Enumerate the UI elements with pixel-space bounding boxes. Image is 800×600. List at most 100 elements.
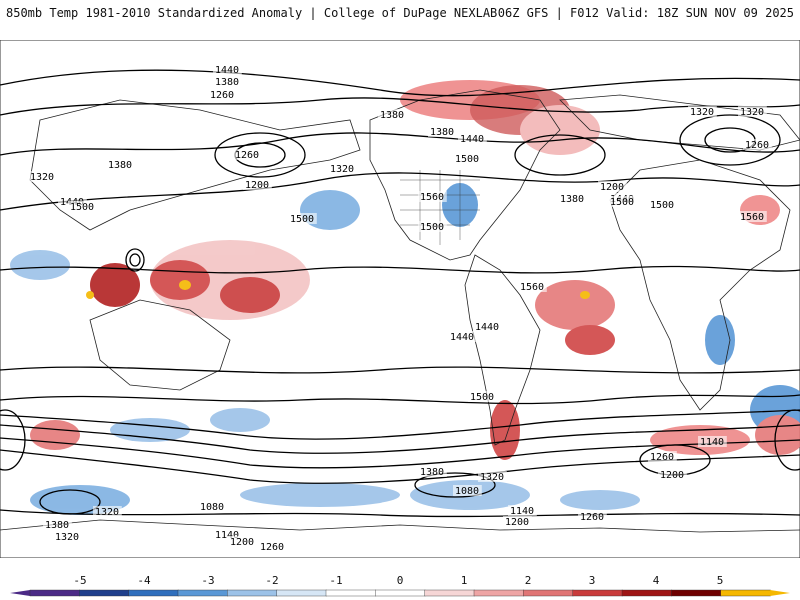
colorbar-swatch [671,589,722,597]
contour-label: 1320 [95,507,119,518]
contour-label-bg [698,436,727,447]
contour-label: 1560 [740,212,764,223]
contour-label-bg [328,163,357,174]
contour-label-bg [473,321,502,332]
contour-label: 1200 [600,182,624,193]
contour-label: 1260 [745,140,769,151]
colorbar-swatch [424,589,475,597]
continent-outlines [0,89,800,533]
colorbar-swatch [375,589,426,597]
contour-label: 1440 [460,134,484,145]
colorbar-tick-label: -5 [73,574,86,587]
colorbar-swatch [79,589,130,597]
contour-label: 1560 [520,282,544,293]
colorbar-tick-label: 4 [653,574,660,587]
contour-label-bg [468,391,497,402]
contour-label: 1500 [420,222,444,233]
colorbar: -5 -4 -3 -2 -1 0 1 2 3 4 5 [10,574,790,597]
contour-label-bg [213,529,242,540]
colorbar-swatch [325,589,377,597]
colorbar-tick-label: 3 [589,574,596,587]
contour-label-bg [213,76,242,87]
colorbar-tick-label: -3 [201,574,214,587]
contour-label-bg [213,64,242,75]
contour-label-bg [418,466,447,477]
colorbar-tick-label: 5 [717,574,724,587]
contour-label: 1440 [475,322,499,333]
colorbar-tick-label: -4 [137,574,151,587]
contour-label: 1500 [70,202,94,213]
contour-label: 1200 [505,517,529,528]
contour-label: 1200 [245,180,269,191]
model-run-info: 06Z GFS | F012 Valid: 18Z SUN NOV 09 202… [497,6,794,20]
colorbar-swatch [621,589,673,597]
contour-label: 1320 [690,107,714,118]
contour-label-bg [578,511,607,522]
contour-label-bg [378,109,407,120]
contour-label-bg [198,501,227,512]
contour-label: 1200 [230,537,254,548]
colorbar-tick-label: -1 [329,574,342,587]
colorbar-swatch [29,589,81,597]
contour-label: 1500 [470,392,494,403]
world-map: 1440138012601380132013801260120013201440… [0,40,800,558]
contour-label-bg [598,181,627,192]
contour-label: 1560 [420,192,444,203]
contour-label-bg [243,179,272,190]
contour-label: 1440 [450,332,474,343]
contour-label-bg [448,331,477,342]
contour-label-bg [608,196,637,207]
contour-label-bg [743,139,772,150]
contour-label: 1440 [215,65,239,76]
colorbar-swatch [227,589,278,597]
contour-label: 1260 [210,90,234,101]
contour-label: 1140 [510,506,534,517]
colorbar-swatch [720,589,771,597]
contour-label-bg [478,471,507,482]
colorbar-max-arrow [770,590,790,596]
contour-label-bg [93,506,122,517]
contour-label-bg [458,133,487,144]
contour-label-bg [288,213,317,224]
contour-label: 1500 [455,154,479,165]
contour-label-bg [233,149,262,160]
contour-label-bg [508,505,537,516]
contour-label-bg [648,451,677,462]
contour-label-bg [43,519,72,530]
contour-label-bg [688,106,717,117]
contour-label: 1320 [30,172,54,183]
contour-label: 1500 [290,214,314,225]
contour-label-bg [258,541,287,552]
contour-label: 1320 [55,532,79,543]
contour-label-bg [208,89,237,100]
contour-label: 1140 [700,437,724,448]
colorbar-swatch [473,589,525,597]
colorbar-tick-label: 2 [525,574,532,587]
contour-label: 1140 [215,530,239,541]
contour-label: 1380 [430,127,454,138]
colorbar-tick-label: 0 [397,574,404,587]
contour-label: 1320 [330,164,354,175]
contour-label: 1380 [420,467,444,478]
contour-label-bg [418,221,447,232]
contour-label-bg [648,199,677,210]
contour-label-bg [106,159,135,170]
contour-label-bg [28,171,57,182]
contour-label: 1380 [45,520,69,531]
contour-label: 1260 [260,542,284,553]
contour-label: 1500 [650,200,674,211]
contour-label: 1080 [200,502,224,513]
contour-label: 1080 [455,486,479,497]
contour-label: 1320 [740,107,764,118]
contour-label-bg [428,126,457,137]
contour-label-bg [418,191,447,202]
contour-label: 1200 [660,470,684,481]
contour-label: 1380 [380,110,404,121]
colorbar-tick-label: -2 [265,574,278,587]
contour-label: 1380 [215,77,239,88]
contour-label-bg [738,211,767,222]
contour-label: 1260 [580,512,604,523]
colorbar-tick-label: 1 [461,574,468,587]
contour-label: 1380 [560,194,584,205]
map-title: 850mb Temp 1981-2010 Standardized Anomal… [6,6,498,20]
